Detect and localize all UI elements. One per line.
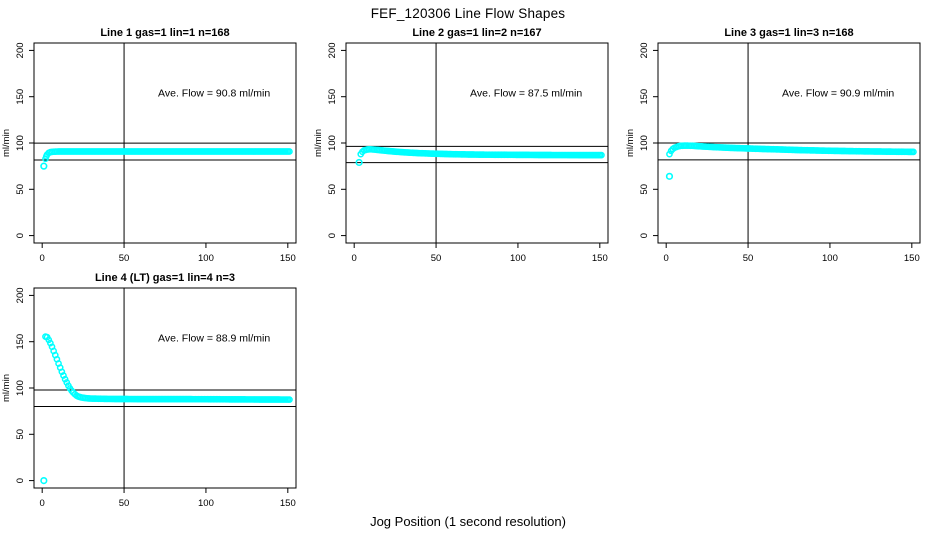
subplot-title: Line 2 gas=1 lin=2 n=167 — [412, 27, 541, 39]
data-point — [286, 148, 293, 155]
outlier-point — [40, 476, 48, 485]
chart-svg: Line 4 (LT) gas=1 lin=4 n=3 0 50 100 150 200 m… — [1, 272, 297, 509]
data-series — [40, 333, 293, 485]
y-axis-label: ml/min — [1, 129, 12, 157]
y-tick-label: 50 — [327, 184, 338, 195]
data-point — [910, 148, 917, 156]
y-tick-label: 150 — [15, 334, 26, 350]
x-tick-label: 150 — [280, 498, 296, 509]
outlier-point — [40, 162, 48, 170]
x-tick-label: 100 — [198, 498, 214, 509]
x-tick-label: 150 — [592, 253, 608, 264]
y-tick-label: 200 — [15, 287, 26, 303]
y-tick-label: 200 — [15, 42, 26, 58]
chart-svg: Line 3 gas=1 lin=3 n=168 0 50 100 150 200 ml/m… — [625, 27, 921, 264]
y-tick-label: 100 — [15, 135, 26, 151]
page-title: FEF_120306 Line Flow Shapes — [370, 6, 566, 21]
x-tick-label: 0 — [352, 253, 357, 264]
x-tick-label: 50 — [743, 253, 754, 264]
x-tick-label: 100 — [510, 253, 526, 264]
x-axis-shared-label: Jog Position (1 second resolution) — [370, 514, 566, 529]
subplot-line-1: Line 1 gas=1 lin=1 n=168 0 50 100 150 200 ml/m… — [0, 22, 312, 267]
subplot-line-3: Line 3 gas=1 lin=3 n=168 0 50 100 150 200 ml/m… — [624, 22, 936, 267]
ave-flow-annotation: Ave. Flow = 87.5 ml/min — [470, 88, 582, 100]
y-axis-label: ml/min — [625, 129, 636, 157]
data-point — [45, 336, 53, 344]
data-series — [355, 145, 605, 167]
x-tick-label: 100 — [198, 253, 214, 264]
y-tick-label: 100 — [15, 380, 26, 396]
data-point — [666, 150, 673, 158]
y-tick-label: 100 — [639, 135, 650, 151]
y-tick-label: 100 — [327, 135, 338, 151]
x-tick-label: 0 — [40, 253, 45, 264]
y-tick-label: 0 — [15, 233, 26, 238]
subplot-line-4: Line 4 (LT) gas=1 lin=4 n=3 0 50 100 150 200 m… — [0, 267, 312, 512]
subplot-title: Line 3 gas=1 lin=3 n=168 — [724, 27, 853, 39]
x-tick-label: 50 — [119, 253, 130, 264]
subplot-title: Line 1 gas=1 lin=1 n=168 — [100, 27, 229, 39]
ave-flow-annotation: Ave. Flow = 88.9 ml/min — [158, 333, 270, 345]
chart-svg: Line 1 gas=1 lin=1 n=168 0 50 100 150 200 ml/m… — [1, 27, 297, 264]
y-tick-label: 0 — [327, 233, 338, 238]
plot-border — [345, 42, 609, 244]
x-tick-label: 50 — [119, 498, 130, 509]
x-tick-label: 50 — [431, 253, 442, 264]
y-tick-label: 200 — [327, 42, 338, 58]
x-tick-label: 0 — [664, 253, 669, 264]
chart-svg: Line 2 gas=1 lin=2 n=167 0 50 100 150 200 ml/m… — [313, 27, 609, 264]
data-point — [286, 396, 293, 403]
y-tick-label: 50 — [15, 429, 26, 440]
data-point — [63, 379, 71, 386]
y-axis-label: ml/min — [1, 374, 12, 402]
y-tick-label: 150 — [639, 89, 650, 105]
data-point — [61, 375, 69, 383]
outlier-point — [665, 172, 674, 180]
ave-flow-annotation: Ave. Flow = 90.8 ml/min — [158, 88, 270, 100]
y-axis-label: ml/min — [313, 129, 324, 157]
y-tick-label: 0 — [15, 478, 26, 483]
y-tick-label: 200 — [639, 42, 650, 58]
y-tick-label: 50 — [15, 184, 26, 195]
x-tick-label: 100 — [822, 253, 838, 264]
outlier-point — [355, 158, 363, 167]
data-series — [665, 142, 917, 180]
y-tick-label: 150 — [327, 89, 338, 105]
x-tick-label: 0 — [40, 498, 45, 509]
subplot-title: Line 4 (LT) gas=1 lin=4 n=3 — [95, 272, 235, 284]
y-tick-label: 150 — [15, 89, 26, 105]
y-tick-label: 50 — [639, 184, 650, 195]
y-tick-label: 0 — [639, 233, 650, 238]
ave-flow-annotation: Ave. Flow = 90.9 ml/min — [782, 88, 894, 100]
x-tick-label: 150 — [280, 253, 296, 264]
subplot-line-2: Line 2 gas=1 lin=2 n=167 0 50 100 150 200 ml/m… — [312, 22, 624, 267]
data-series — [40, 148, 293, 170]
x-tick-label: 150 — [904, 253, 920, 264]
data-point — [598, 151, 605, 159]
